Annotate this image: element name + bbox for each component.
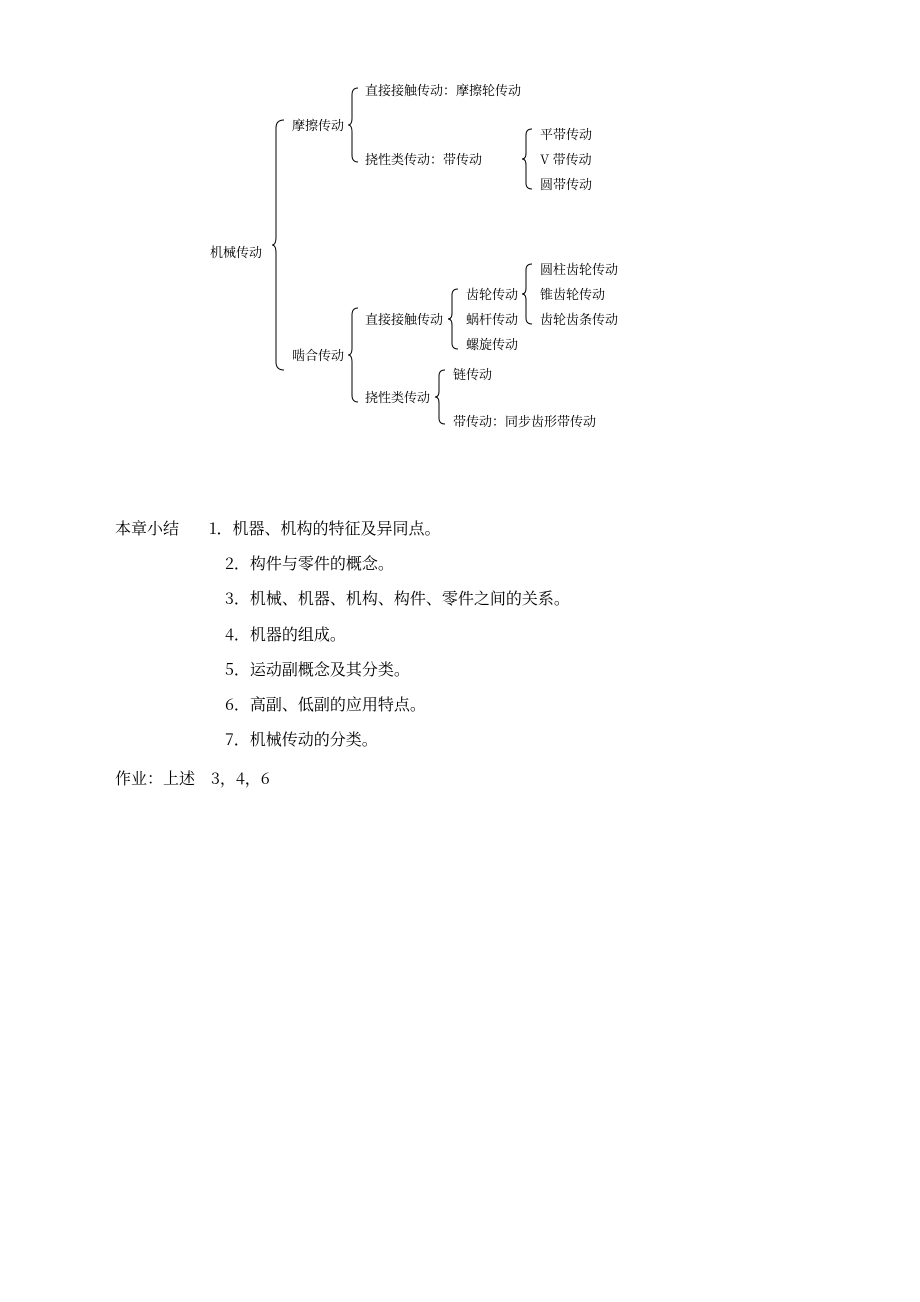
tree-node-mesh-flex: 挠性类传动 bbox=[365, 390, 430, 403]
tree-node-mesh-direct: 直接接触传动 bbox=[365, 312, 443, 325]
brace-icon bbox=[522, 129, 536, 189]
tree-node-friction: 摩擦传动 bbox=[292, 118, 344, 131]
homework-line: 作业：上述 3，4，6 bbox=[115, 760, 805, 795]
page: 机械传动 摩擦传动 直接接触传动：摩擦轮传动 挠性类传动：带传动 平带传动 V … bbox=[0, 0, 920, 1302]
summary-item-4: 5．运动副概念及其分类。 bbox=[225, 651, 805, 686]
tree-node-friction-flex: 挠性类传动：带传动 bbox=[365, 152, 482, 165]
tree-leaf-gear-2: 齿轮齿条传动 bbox=[540, 312, 618, 325]
tree-node-gear: 齿轮传动 bbox=[466, 287, 518, 300]
summary-item-6: 7．机械传动的分类。 bbox=[225, 721, 805, 756]
summary-item-3: 4．机器的组成。 bbox=[225, 616, 805, 651]
tree-leaf-chain: 链传动 bbox=[453, 367, 492, 380]
brace-icon bbox=[435, 370, 449, 424]
tree-leaf-gear-0: 圆柱齿轮传动 bbox=[540, 262, 618, 275]
summary-item-1: 2．构件与零件的概念。 bbox=[225, 545, 805, 580]
brace-icon bbox=[348, 308, 362, 402]
summary-item-0: 1．机器、机构的特征及异同点。 bbox=[209, 510, 441, 545]
summary-section: 本章小结 1．机器、机构的特征及异同点。 2．构件与零件的概念。 3．机械、机器… bbox=[115, 510, 805, 796]
summary-item-2: 3．机械、机器、机构、构件、零件之间的关系。 bbox=[225, 580, 805, 615]
brace-icon bbox=[348, 88, 362, 162]
transmission-tree-diagram: 机械传动 摩擦传动 直接接触传动：摩擦轮传动 挠性类传动：带传动 平带传动 V … bbox=[210, 80, 900, 470]
brace-icon bbox=[522, 264, 536, 324]
summary-item-5: 6．高副、低副的应用特点。 bbox=[225, 686, 805, 721]
tree-leaf-friction-direct: 直接接触传动：摩擦轮传动 bbox=[365, 83, 521, 96]
brace-icon bbox=[272, 120, 288, 370]
summary-row-0: 本章小结 1．机器、机构的特征及异同点。 bbox=[115, 510, 805, 545]
tree-leaf-screw: 螺旋传动 bbox=[466, 337, 518, 350]
tree-root: 机械传动 bbox=[210, 245, 262, 258]
tree-leaf-belt-1: V 带传动 bbox=[540, 152, 592, 165]
tree-leaf-gear-1: 锥齿轮传动 bbox=[540, 287, 605, 300]
tree-leaf-belt-2: 圆带传动 bbox=[540, 177, 592, 190]
tree-node-mesh: 啮合传动 bbox=[292, 348, 344, 361]
tree-leaf-belt-0: 平带传动 bbox=[540, 127, 592, 140]
brace-icon bbox=[448, 289, 462, 349]
tree-leaf-worm: 蜗杆传动 bbox=[466, 312, 518, 325]
tree-leaf-syncbelt: 带传动：同步齿形带传动 bbox=[453, 414, 596, 427]
summary-heading: 本章小结 bbox=[115, 510, 179, 545]
